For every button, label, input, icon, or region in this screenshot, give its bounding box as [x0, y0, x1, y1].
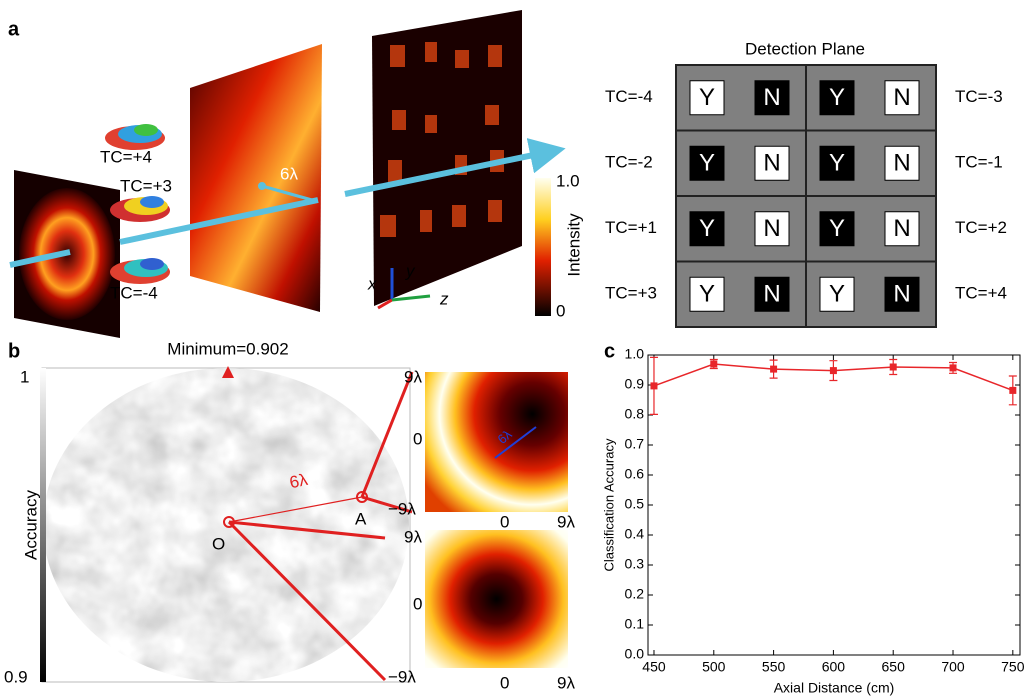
inset-tick-label: 9λ [557, 512, 575, 531]
tc-label: TC=+4 [100, 147, 152, 166]
tc-label: TC=+4 [955, 284, 1007, 303]
detector-label: N [763, 281, 780, 308]
tc-label: TC=+3 [605, 284, 657, 303]
y-tick-label: 0.8 [625, 406, 645, 422]
detector-label: Y [829, 281, 845, 308]
inset-tick-label: 9λ [557, 673, 575, 692]
y-tick-label: 0.1 [625, 616, 645, 632]
x-tick-label: 700 [941, 659, 965, 675]
y-tick-label: 0.7 [625, 436, 645, 452]
inset-tick-label: 0 [413, 429, 422, 448]
tc-label: TC=+1 [605, 218, 657, 237]
colorbar [535, 178, 551, 316]
detector-label: Y [699, 150, 715, 177]
detector-label: N [893, 84, 910, 111]
inset-tick-label: 9λ [404, 367, 422, 386]
field-inset [425, 372, 568, 512]
y-tick-label: 0.9 [625, 376, 645, 392]
tc-label: TC=+3 [120, 176, 172, 195]
axis-label: x [367, 274, 377, 293]
tc-label: TC=-2 [605, 153, 653, 172]
detector-label: Y [829, 84, 845, 111]
detector-label: N [763, 215, 780, 242]
tc-label: TC=-3 [955, 87, 1003, 106]
y-tick-label: 0.6 [625, 466, 645, 482]
panel-label: c [604, 340, 615, 362]
y-tick-label: 0.2 [625, 586, 645, 602]
detector-label: N [763, 84, 780, 111]
inset-tick-label: −9λ [388, 499, 416, 518]
y-tick-label: 0.0 [625, 646, 645, 662]
colorbar-tick-label: 0 [556, 301, 565, 320]
x-tick-label: 450 [642, 659, 666, 675]
figure: a TC=+4 TC=+3 TC=-4 6λ x y z 1.0 0 Inten… [0, 0, 1027, 697]
colorbar-tick-label: 1 [20, 367, 29, 386]
point-label: A [355, 509, 367, 528]
panel-label: b [8, 340, 20, 362]
detector-label: N [763, 150, 780, 177]
x-tick-label: 600 [822, 659, 846, 675]
data-point [890, 364, 897, 371]
y-tick-label: 1.0 [625, 346, 645, 362]
detector-label: Y [699, 281, 715, 308]
detector-label: N [893, 215, 910, 242]
colorbar-title: Intensity [564, 213, 583, 277]
y-tick-label: 0.4 [625, 526, 645, 542]
inset-tick-label: 0 [413, 594, 422, 613]
data-point [830, 367, 837, 374]
detector-label: N [893, 150, 910, 177]
colorbar-title: Accuracy [21, 490, 40, 560]
detector-label: N [893, 281, 910, 308]
minimum-label: Minimum=0.902 [167, 339, 288, 358]
inset-tick-label: 0 [500, 673, 509, 692]
middle-plane [190, 44, 322, 312]
x-tick-label: 650 [882, 659, 906, 675]
tc-label: TC=-4 [110, 283, 158, 302]
inset-tick-label: 9λ [404, 527, 422, 546]
detector-label: Y [829, 215, 845, 242]
inset-tick-label: 0 [500, 512, 509, 531]
y-tick-label: 0.5 [625, 496, 645, 512]
point-label: O [212, 534, 225, 553]
tc-label: TC=-1 [955, 153, 1003, 172]
detection-title: Detection Plane [745, 39, 865, 58]
data-point [650, 382, 657, 389]
axis-label: y [405, 261, 416, 280]
plot-frame [648, 355, 1020, 655]
field-inset [425, 530, 568, 668]
x-axis-label: Axial Distance (cm) [774, 680, 895, 696]
data-point [1009, 387, 1016, 394]
x-tick-label: 500 [702, 659, 726, 675]
colorbar-tick-label: 0.9 [4, 667, 28, 686]
detector-label: Y [699, 215, 715, 242]
data-point [710, 361, 717, 368]
panel-label: a [8, 18, 20, 40]
tc-label: TC=-4 [605, 87, 653, 106]
data-point [770, 366, 777, 373]
inset-tick-label: −9λ [388, 667, 416, 686]
data-point [950, 364, 957, 371]
detector-label: Y [699, 84, 715, 111]
colorbar [40, 368, 46, 682]
distance-label: 6λ [280, 164, 298, 183]
detector-label: Y [829, 150, 845, 177]
x-tick-label: 550 [762, 659, 786, 675]
y-axis-label: Classification Accuracy [601, 438, 616, 571]
tc-label: TC=+2 [955, 218, 1007, 237]
colorbar-tick-label: 1.0 [556, 171, 580, 190]
axis-label: z [439, 289, 449, 308]
x-tick-label: 750 [1001, 659, 1025, 675]
y-tick-label: 0.3 [625, 556, 645, 572]
